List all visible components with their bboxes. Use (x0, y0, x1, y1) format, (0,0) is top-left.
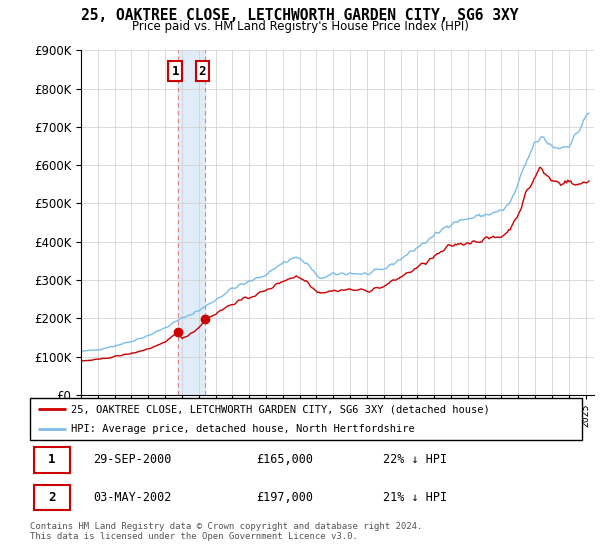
Bar (178, 50, 205, 395)
Text: 2: 2 (49, 491, 56, 504)
Text: 1: 1 (172, 64, 179, 78)
Bar (34, 447, 70, 473)
Text: 2: 2 (199, 64, 206, 78)
Text: 22% ↓ HPI: 22% ↓ HPI (383, 453, 448, 466)
Text: £165,000: £165,000 (256, 453, 313, 466)
Text: Price paid vs. HM Land Registry's House Price Index (HPI): Price paid vs. HM Land Registry's House … (131, 20, 469, 32)
Bar (34, 485, 70, 511)
Text: HPI: Average price, detached house, North Hertfordshire: HPI: Average price, detached house, Nort… (71, 424, 415, 434)
Text: 21% ↓ HPI: 21% ↓ HPI (383, 491, 448, 504)
Text: 29-SEP-2000: 29-SEP-2000 (94, 453, 172, 466)
Text: 25, OAKTREE CLOSE, LETCHWORTH GARDEN CITY, SG6 3XY (detached house): 25, OAKTREE CLOSE, LETCHWORTH GARDEN CIT… (71, 404, 490, 414)
Text: £197,000: £197,000 (256, 491, 313, 504)
Text: Contains HM Land Registry data © Crown copyright and database right 2024.
This d: Contains HM Land Registry data © Crown c… (30, 522, 422, 542)
Text: 03-MAY-2002: 03-MAY-2002 (94, 491, 172, 504)
Text: 1: 1 (49, 453, 56, 466)
Text: 25, OAKTREE CLOSE, LETCHWORTH GARDEN CITY, SG6 3XY: 25, OAKTREE CLOSE, LETCHWORTH GARDEN CIT… (81, 8, 519, 24)
